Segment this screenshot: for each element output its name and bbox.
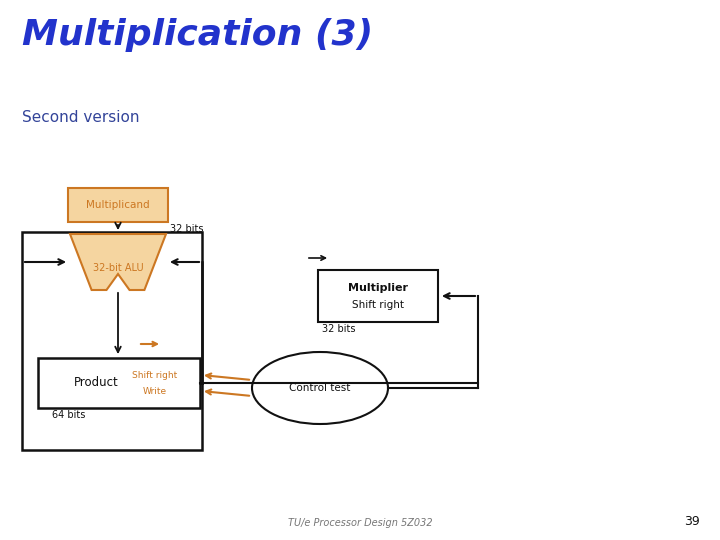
Text: Second version: Second version <box>22 110 140 125</box>
Text: 64 bits: 64 bits <box>52 410 86 420</box>
Bar <box>318 270 438 322</box>
Text: Multiplier: Multiplier <box>348 283 408 293</box>
Text: 32 bits: 32 bits <box>322 324 356 334</box>
Bar <box>68 188 168 222</box>
Text: TU/e Processor Design 5Z032: TU/e Processor Design 5Z032 <box>288 518 432 528</box>
Text: Control test: Control test <box>289 383 351 393</box>
Polygon shape <box>70 234 166 290</box>
Text: Multiplication (3): Multiplication (3) <box>22 18 373 52</box>
Text: Product: Product <box>74 376 119 389</box>
Text: Shift right: Shift right <box>132 370 177 380</box>
Bar <box>22 232 202 450</box>
Text: 39: 39 <box>684 515 700 528</box>
Text: Multiplicand: Multiplicand <box>86 200 150 210</box>
Text: Write: Write <box>143 387 167 395</box>
Ellipse shape <box>252 352 388 424</box>
Text: 32 bits: 32 bits <box>170 224 204 234</box>
Text: 32-bit ALU: 32-bit ALU <box>93 263 143 273</box>
Bar <box>38 358 200 408</box>
Text: Shift right: Shift right <box>352 300 404 310</box>
